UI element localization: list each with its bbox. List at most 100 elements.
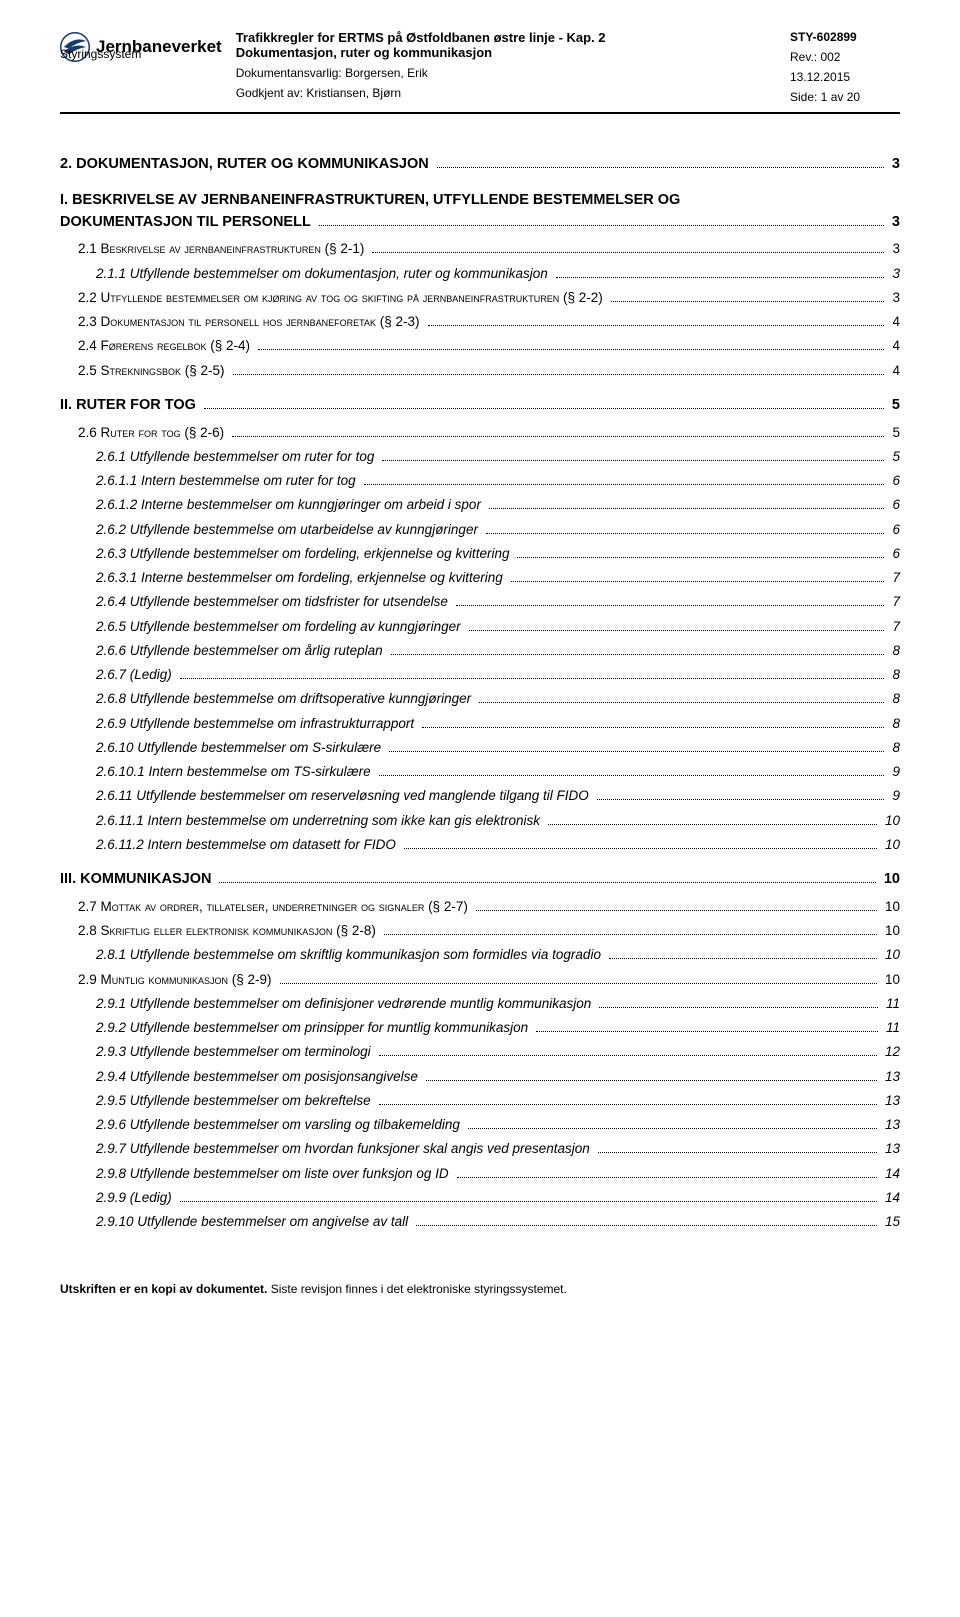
toc-page: 4 (888, 336, 900, 356)
toc-page: 6 (888, 544, 900, 564)
toc-entry: 2.6.1.2 Interne bestemmelser om kunngjør… (60, 495, 900, 515)
toc-text: 2.1 Beskrivelse av jernbaneinfrastruktur… (78, 239, 368, 259)
toc-leader (598, 1152, 877, 1153)
toc-page: 8 (888, 689, 900, 709)
footer-bold: Utskriften er en kopi av dokumentet. (60, 1282, 267, 1296)
toc-text: 2.6 Ruter for tog (§ 2-6) (78, 423, 228, 443)
toc-entry: 2.9 Muntlig kommunikasjon (§ 2-9) 10 (60, 970, 900, 990)
toc-text: 2.6.7 (Ledig) (96, 665, 176, 685)
toc-leader (379, 1104, 877, 1105)
toc-entry: 2.9.5 Utfyllende bestemmelser om bekreft… (60, 1091, 900, 1111)
doc-system: Styringssystem (60, 47, 900, 61)
toc-leader (404, 848, 877, 849)
toc-page: 6 (888, 471, 900, 491)
toc-entry: 2.8.1 Utfyllende bestemmelse om skriftli… (60, 945, 900, 965)
toc-text: 2.6.5 Utfyllende bestemmelser om fordeli… (96, 617, 465, 637)
document-header: Jernbaneverket Trafikkregler for ERTMS p… (60, 30, 900, 113)
toc-leader (204, 408, 884, 409)
toc-leader (489, 508, 885, 509)
doc-id: STY-602899 (790, 30, 900, 44)
toc-leader (469, 630, 885, 631)
toc-entry: III. KOMMUNIKASJON 10 (60, 869, 900, 891)
toc-entry: 2.1.1 Utfyllende bestemmelser om dokumen… (60, 264, 900, 284)
toc-text: 2.6.1 Utfyllende bestemmelser om ruter f… (96, 447, 378, 467)
toc-page: 5 (888, 423, 900, 443)
toc-entry: 2.8 Skriftlig eller elektronisk kommunik… (60, 921, 900, 941)
toc-page: 10 (880, 869, 900, 891)
toc-text: 2.5 Strekningsbok (§ 2-5) (78, 361, 229, 381)
toc-text: II. RUTER FOR TOG (60, 395, 200, 417)
toc-text: 2.6.11.2 Intern bestemmelse om datasett … (96, 835, 400, 855)
toc-text: 2.6.8 Utfyllende bestemmelse om driftsop… (96, 689, 475, 709)
toc-page: 10 (881, 835, 900, 855)
toc-page: 13 (881, 1067, 900, 1087)
toc-entry: 2.6.11.1 Intern bestemmelse om underretn… (60, 811, 900, 831)
toc-entry: 2.9.4 Utfyllende bestemmelser om posisjo… (60, 1067, 900, 1087)
toc-leader (384, 934, 877, 935)
toc-page: 14 (881, 1188, 900, 1208)
toc-entry: 2.6.7 (Ledig)8 (60, 665, 900, 685)
toc-leader (422, 727, 884, 728)
header-center: Trafikkregler for ERTMS på Østfoldbanen … (236, 30, 776, 100)
doc-date: 13.12.2015 (790, 70, 900, 84)
toc-page: 8 (888, 738, 900, 758)
toc-text: 2.6.9 Utfyllende bestemmelse om infrastr… (96, 714, 418, 734)
table-of-contents: 2. DOKUMENTASJON, RUTER OG KOMMUNIKASJON… (60, 154, 900, 1232)
toc-leader (536, 1031, 878, 1032)
toc-leader (479, 702, 884, 703)
toc-leader (609, 958, 877, 959)
toc-leader (517, 557, 884, 558)
toc-page: 11 (882, 994, 900, 1014)
toc-page: 8 (888, 714, 900, 734)
toc-leader (364, 484, 885, 485)
toc-text: 2.6.11 Utfyllende bestemmelser om reserv… (96, 786, 593, 806)
toc-entry: 2.2 Utfyllende bestemmelser om kjøring a… (60, 288, 900, 308)
toc-leader (428, 325, 885, 326)
toc-entry: 2.9.1 Utfyllende bestemmelser om definis… (60, 994, 900, 1014)
toc-text: 2.6.1.1 Intern bestemmelse om ruter for … (96, 471, 360, 491)
toc-leader (456, 605, 885, 606)
toc-text: 2.9.10 Utfyllende bestemmelser om angive… (96, 1212, 412, 1232)
toc-text: III. KOMMUNIKASJON (60, 869, 215, 891)
toc-text: 2.9.3 Utfyllende bestemmelser om termino… (96, 1042, 375, 1062)
toc-page: 13 (881, 1139, 900, 1159)
toc-leader (611, 301, 885, 302)
toc-entry: 2.9.9 (Ledig)14 (60, 1188, 900, 1208)
toc-entry: 2.9.7 Utfyllende bestemmelser om hvordan… (60, 1139, 900, 1159)
toc-text: 2.6.3 Utfyllende bestemmelser om fordeli… (96, 544, 513, 564)
toc-page: 10 (881, 811, 900, 831)
toc-entry: 2.6.1.1 Intern bestemmelse om ruter for … (60, 471, 900, 491)
toc-leader (258, 349, 884, 350)
toc-leader (597, 799, 885, 800)
toc-leader (379, 775, 885, 776)
toc-text: 2.3 Dokumentasjon til personell hos jern… (78, 312, 424, 332)
toc-entry: 2.6.11.2 Intern bestemmelse om datasett … (60, 835, 900, 855)
toc-page: 10 (881, 970, 900, 990)
toc-entry: I. BESKRIVELSE AV JERNBANEINFRASTRUKTURE… (60, 190, 900, 234)
toc-leader (232, 436, 884, 437)
toc-text: 2.2 Utfyllende bestemmelser om kjøring a… (78, 288, 607, 308)
toc-text: 2. DOKUMENTASJON, RUTER OG KOMMUNIKASJON (60, 154, 433, 176)
toc-page: 7 (888, 592, 900, 612)
toc-entry: 2.6.6 Utfyllende bestemmelser om årlig r… (60, 641, 900, 661)
toc-entry: 2.6 Ruter for tog (§ 2-6) 5 (60, 423, 900, 443)
toc-leader (233, 374, 885, 375)
toc-entry: 2.6.5 Utfyllende bestemmelser om fordeli… (60, 617, 900, 637)
toc-leader (280, 983, 877, 984)
toc-text: 2.9.1 Utfyllende bestemmelser om definis… (96, 994, 595, 1014)
toc-leader (511, 581, 885, 582)
toc-page: 14 (881, 1164, 900, 1184)
toc-text: 2.8 Skriftlig eller elektronisk kommunik… (78, 921, 380, 941)
toc-entry: 2.9.6 Utfyllende bestemmelser om varslin… (60, 1115, 900, 1135)
toc-entry: 2.9.10 Utfyllende bestemmelser om angive… (60, 1212, 900, 1232)
toc-entry: 2.6.2 Utfyllende bestemmelse om utarbeid… (60, 520, 900, 540)
toc-page: 13 (881, 1091, 900, 1111)
toc-leader (180, 678, 885, 679)
toc-entry: 2.6.8 Utfyllende bestemmelse om driftsop… (60, 689, 900, 709)
toc-page: 11 (882, 1018, 900, 1038)
toc-text: 2.9 Muntlig kommunikasjon (§ 2-9) (78, 970, 276, 990)
toc-text: 2.6.4 Utfyllende bestemmelser om tidsfri… (96, 592, 452, 612)
toc-leader (556, 277, 885, 278)
doc-pageinfo: Side: 1 av 20 (790, 90, 900, 104)
toc-text: 2.4 Førerens regelbok (§ 2-4) (78, 336, 254, 356)
